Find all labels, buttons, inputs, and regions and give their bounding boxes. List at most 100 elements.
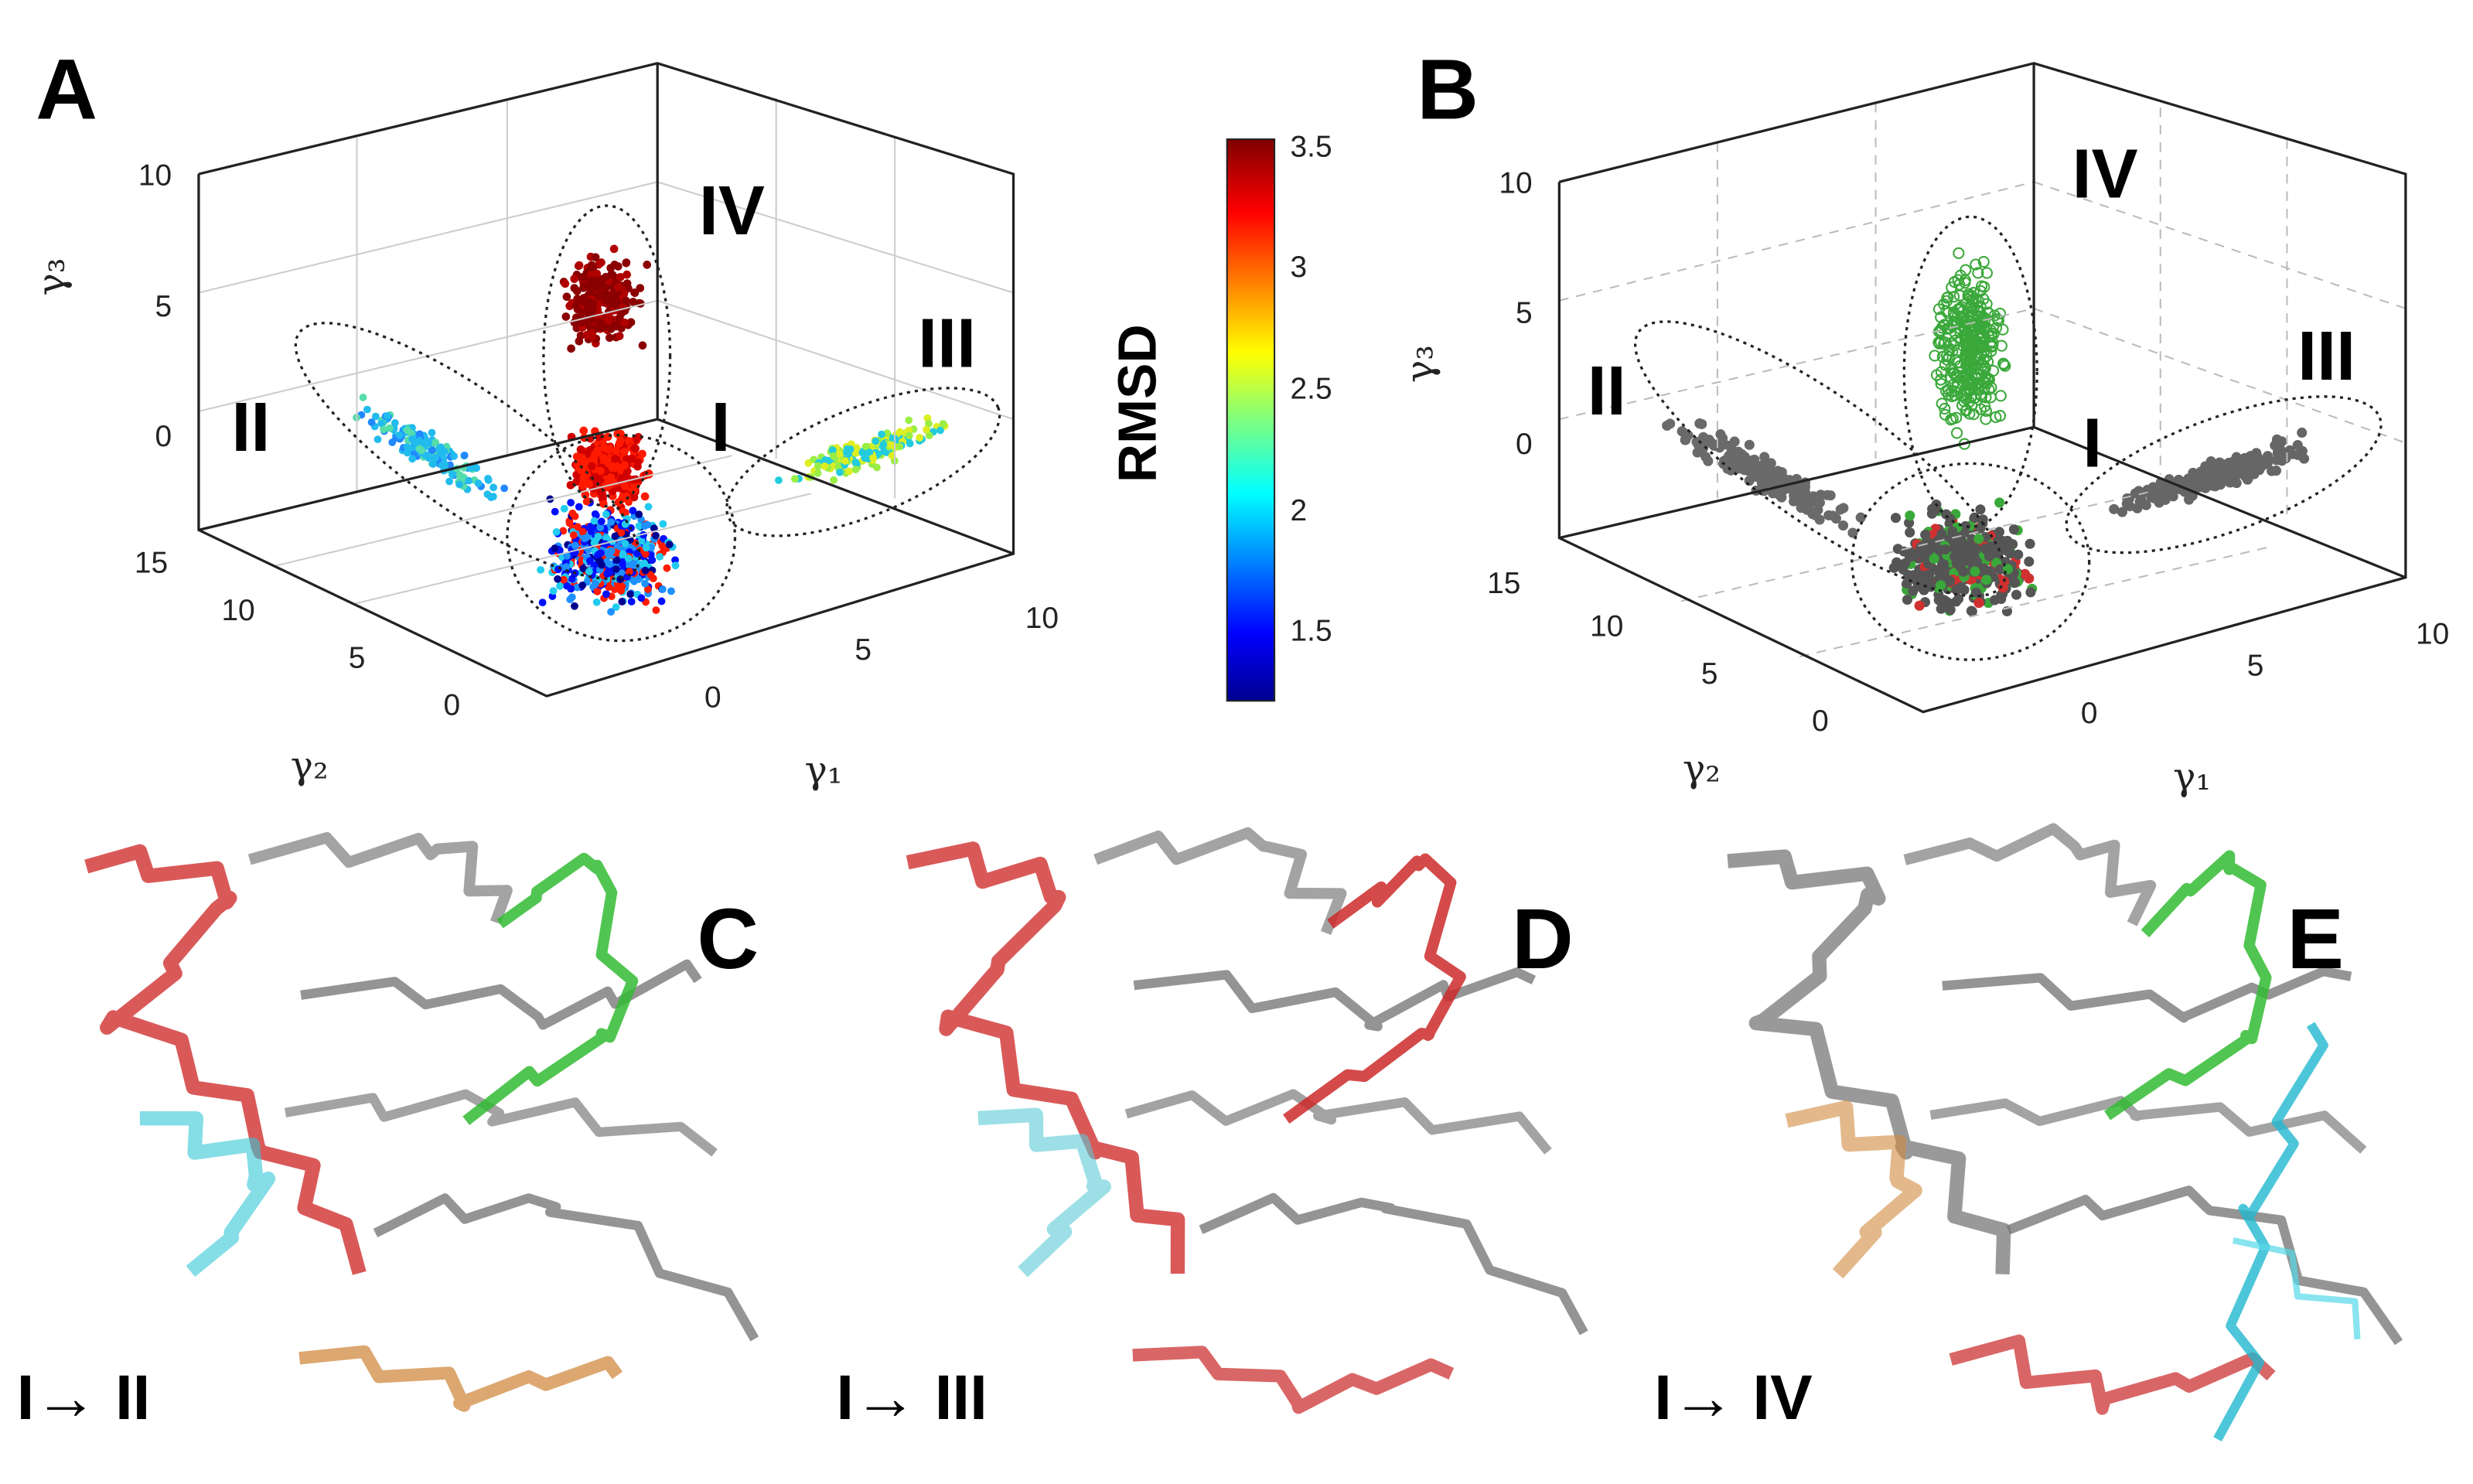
- backbone: [1903, 823, 2157, 926]
- colorbar-tick: 2: [1291, 494, 1308, 527]
- scatter-point: [923, 425, 930, 434]
- scatter-point: [1680, 435, 1691, 445]
- scatter-point: [605, 333, 614, 343]
- scatter-point: [851, 466, 860, 474]
- scatter-point: [624, 554, 633, 563]
- scatter-point: [1744, 476, 1755, 486]
- tick-label: 0: [155, 420, 172, 453]
- scatter-point: [916, 434, 924, 442]
- scatter-point: [363, 405, 371, 414]
- scatter-point: [637, 537, 646, 544]
- backbone: [2006, 1185, 2403, 1346]
- scatter-point: [377, 419, 386, 428]
- scatter-point: [1950, 427, 1963, 439]
- scatter-point: [403, 449, 411, 457]
- scatter-point: [1997, 323, 2009, 336]
- scatter-point: [607, 270, 616, 278]
- scatter-point: [2124, 501, 2135, 512]
- tick-label: 10: [1025, 602, 1059, 635]
- scatter-point: [814, 462, 822, 470]
- scatter-point: [1920, 529, 1931, 541]
- scatter-point: [1966, 606, 1977, 617]
- scatter-point: [1975, 504, 1986, 515]
- scatter-point: [1982, 306, 1994, 319]
- scatter-point: [579, 565, 588, 573]
- scatter-point: [1691, 436, 1702, 448]
- scatter-point: [1984, 324, 1997, 336]
- scatter-point: [537, 565, 544, 574]
- scatter-point: [570, 275, 579, 283]
- panel-label: A: [36, 42, 97, 137]
- backbone: [1929, 1096, 2367, 1154]
- scatter-point: [602, 510, 610, 518]
- scatter-point: [643, 261, 652, 269]
- tick-label: 0: [443, 689, 460, 722]
- scatter-point: [585, 479, 594, 489]
- transition-label: I→ II: [17, 1363, 151, 1433]
- scatter-point: [590, 517, 599, 525]
- scatter-point: [2008, 524, 2020, 535]
- scatter-point: [627, 598, 636, 606]
- backbone: [2213, 1022, 2328, 1442]
- backbone: [906, 841, 1185, 1274]
- backbone: [1093, 827, 1347, 936]
- scatter-point: [2244, 467, 2255, 478]
- scatter-point: [1956, 399, 1969, 411]
- scatter-point: [629, 298, 638, 306]
- colorbar-tick: 2.5: [1291, 373, 1332, 406]
- scatter-point: [623, 279, 632, 288]
- scatter-point: [578, 582, 587, 589]
- scatter-point: [2184, 494, 2195, 505]
- scatter-point: [634, 432, 643, 442]
- scatter-point: [626, 318, 636, 327]
- scatter-point: [633, 462, 642, 471]
- scatter-point: [571, 541, 579, 550]
- tick-label: 5: [854, 633, 872, 667]
- scatter-point: [620, 447, 629, 456]
- scatter-point: [1950, 318, 1963, 330]
- scatter-point: [635, 522, 643, 530]
- scatter-point: [1950, 411, 1963, 424]
- scatter-point: [575, 261, 584, 270]
- axis-label: γ₁: [805, 748, 843, 793]
- scatter-point: [1742, 466, 1753, 476]
- transition-label: I→ III: [836, 1363, 987, 1433]
- axes-box-b: [1557, 62, 2407, 714]
- scatter-point: [1989, 595, 2001, 606]
- scatter-point: [1701, 437, 1712, 448]
- scatter-point: [554, 575, 562, 583]
- scatter-point: [560, 575, 568, 584]
- scatter-point: [572, 287, 582, 295]
- scatter-point: [578, 308, 587, 317]
- scatter-point: [440, 459, 449, 468]
- scatter-point: [2215, 479, 2226, 490]
- scatter-point: [1892, 544, 1903, 554]
- scatter-point: [585, 568, 593, 576]
- scatter-point: [1700, 452, 1711, 462]
- scatter-point: [1902, 594, 1912, 606]
- scatter-point: [2270, 440, 2280, 451]
- scatter-point: [618, 582, 626, 591]
- scatter-point: [561, 312, 571, 321]
- scatter-point: [895, 428, 904, 436]
- scatter-point: [1994, 564, 2005, 575]
- scatter-point: [575, 503, 583, 511]
- backbone: [1133, 967, 1537, 1032]
- scatter-point: [598, 275, 606, 284]
- scatter-point: [612, 290, 621, 299]
- colorbar-tick: 3.5: [1291, 131, 1332, 164]
- scatter-point: [1970, 544, 1981, 555]
- scatter-point: [1969, 335, 1981, 347]
- scatter-point: [431, 454, 439, 462]
- axis-label: γ₃: [29, 258, 73, 296]
- scatter-point: [605, 292, 613, 301]
- scatter-point: [579, 426, 588, 435]
- scatter-point: [925, 420, 933, 428]
- scatter-point: [500, 484, 509, 493]
- tick-label: 10: [2416, 618, 2449, 651]
- scatter-point: [879, 441, 888, 449]
- scatter-point: [1961, 551, 1972, 561]
- scatter-point: [614, 498, 623, 507]
- scatter-point: [671, 556, 679, 565]
- region-label: IV: [699, 172, 765, 250]
